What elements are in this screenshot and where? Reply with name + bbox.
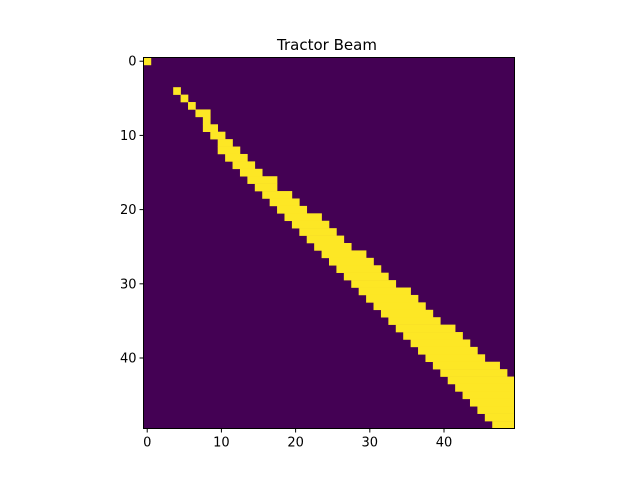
heatmap-cell-span [314,243,352,251]
y-tick-label: 20 [120,203,137,218]
heatmap-cell-span [477,406,515,414]
heatmap-cell-span [217,139,233,147]
x-tick-label: 30 [362,436,379,451]
heatmap-cell-span [210,131,226,140]
heatmap-cell-span [195,109,211,118]
x-tick-label: 20 [287,436,304,451]
heatmap-cell-span [425,354,486,363]
heatmap-cell-span [225,153,248,162]
x-tick-label: 40 [436,436,453,451]
heatmap-cell-span [217,146,241,155]
heatmap-cell-span [262,191,293,199]
heatmap-cell-span [269,198,300,207]
heatmap-cell-span [239,168,263,177]
heatmap-cell-span [492,421,515,429]
heatmap-cell-span [329,257,374,266]
heatmap-cell-span [343,272,389,281]
heatmap-cell-span [380,309,434,318]
heatmap-cell-span [432,361,500,370]
heatmap-cell-span [188,102,196,110]
heatmap-cell-span [247,176,278,184]
heatmap-cell-span [277,205,308,214]
heatmap-cell-span [202,124,218,132]
heatmap-cell-span [395,324,456,333]
chart-title: Tractor Beam [276,36,377,54]
heatmap-cell-span [351,280,397,288]
heatmap-cell-span [388,317,441,325]
y-tick-label: 40 [120,352,137,367]
x-axis: 0 10 20 30 40 [143,428,453,451]
heatmap-cell-span [366,294,419,303]
heatmap-cell-span [254,183,278,192]
x-tick-label: 10 [213,436,230,451]
heatmap-cells [143,57,515,429]
heatmap-cell-span [299,228,337,236]
heatmap-cell-span [336,265,382,273]
heatmap-cell-span [418,346,478,355]
y-tick-label: 30 [120,277,137,292]
heatmap-cell-span [180,94,189,103]
heatmap-cell-span [202,116,211,125]
axes-frame [143,57,515,429]
heatmap-cell-span [403,332,463,340]
heatmap-cell-span [284,213,322,222]
heatmap-cell-span [143,57,152,66]
heatmap-cell-span [358,287,411,296]
heatmap-cell-span [484,413,515,422]
x-tick-label: 0 [143,436,151,451]
y-axis: 0 10 20 30 40 [120,55,144,367]
y-tick-label: 0 [128,55,136,70]
heatmap-cell-span [291,220,330,229]
heatmap-cell-span [462,391,515,400]
heatmap-cell-span [410,339,471,348]
heatmap-cell-span [455,383,515,392]
heatmap-cell-span [440,369,508,377]
heatmap-cell-span [173,87,181,95]
heatmap-cell-span [306,235,345,244]
y-tick-label: 10 [120,129,137,144]
heatmap-cell-span [373,302,426,311]
heatmap-cell-span [321,250,367,259]
heatmap-cell-span [232,161,256,170]
heatmap-cell-span [469,398,515,407]
heatmap-cell-span [447,376,515,385]
